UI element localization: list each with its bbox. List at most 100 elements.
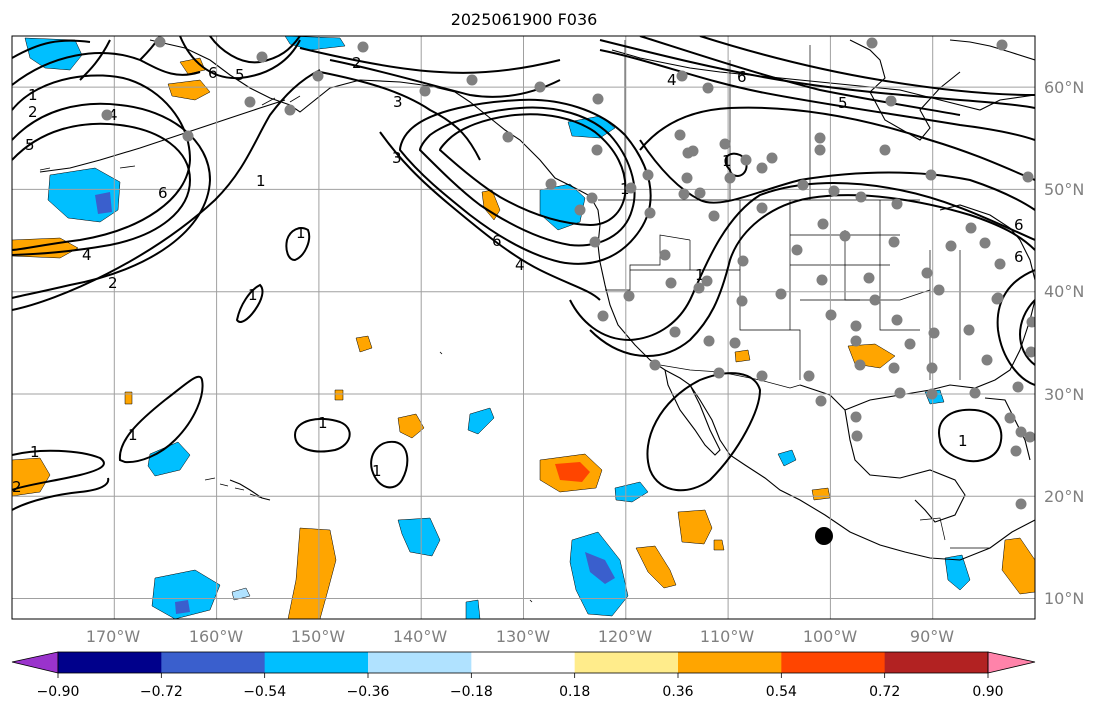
contour-label: 2	[28, 103, 38, 121]
contour-label: 1	[318, 414, 328, 432]
contour-label: 6	[492, 232, 502, 250]
station-marker	[1026, 316, 1035, 328]
colorbar-cell	[368, 652, 472, 673]
station-marker	[244, 96, 256, 108]
contour-label: 1	[28, 86, 38, 104]
contour-label: 4	[515, 256, 525, 274]
station-marker	[891, 198, 903, 210]
contour-label: 4	[82, 246, 92, 264]
colorbar-cell	[678, 652, 782, 673]
colorbar-cell	[884, 652, 989, 673]
station-marker	[885, 95, 897, 107]
shade-patch	[811, 487, 831, 501]
station-marker	[737, 255, 749, 267]
contour-label: 1	[958, 432, 968, 450]
shade-patch	[555, 462, 590, 482]
station-marker	[851, 430, 863, 442]
station-marker	[979, 237, 991, 249]
station-marker	[879, 144, 891, 156]
contour-label: 1	[695, 266, 705, 284]
station-marker	[708, 210, 720, 222]
colorbar: −0.90 −0.72 −0.54 −0.36 −0.18 0.18 0.36 0.54 0.7…	[11, 651, 1036, 700]
station-marker	[756, 202, 768, 214]
station-marker	[592, 93, 604, 105]
station-marker	[729, 337, 741, 349]
station-marker	[814, 132, 826, 144]
contour-label: 6	[1014, 216, 1024, 234]
station-marker	[969, 387, 981, 399]
longitude-labels: 170°W 160°W 150°W 140°W 130°W 120°W 110°…	[86, 627, 954, 646]
station-marker	[256, 51, 268, 63]
lon-label: 120°W	[598, 627, 653, 646]
shade-patch	[585, 552, 615, 584]
lat-label: 40°N	[1044, 282, 1084, 301]
station-marker	[597, 310, 609, 322]
station-marker	[855, 191, 867, 203]
station-marker	[926, 388, 938, 400]
lat-label: 60°N	[1044, 78, 1084, 97]
station-marker	[694, 187, 706, 199]
map-frame	[11, 35, 1036, 620]
colorbar-tick-label: 0.90	[972, 684, 1003, 700]
shade-patch	[287, 527, 337, 619]
station-marker	[736, 295, 748, 307]
station-marker	[534, 81, 546, 93]
station-marker	[894, 387, 906, 399]
station-marker	[803, 370, 815, 382]
station-marker	[926, 362, 938, 374]
station-marker	[284, 104, 296, 116]
station-marker	[625, 182, 637, 194]
station-marker	[1010, 445, 1022, 457]
station-marker	[996, 39, 1008, 51]
station-marker	[586, 192, 598, 204]
station-marker	[674, 129, 686, 141]
station-marker	[888, 236, 900, 248]
colorbar-tick-label: −0.72	[140, 684, 183, 700]
contour-labels: 1 2 4 5 6 2 5 6 2 3 3 1 6 4 4 6 5 6 4 2 …	[12, 54, 1024, 496]
shade-patch	[777, 449, 797, 467]
colorbar-tick-label: −0.90	[37, 684, 80, 700]
station-marker	[921, 267, 933, 279]
station-marker	[649, 359, 661, 371]
station-marker	[981, 354, 993, 366]
colorbar-cell	[264, 652, 369, 673]
station-marker	[850, 335, 862, 347]
contour-label: 4	[108, 106, 118, 124]
shade-patch	[175, 600, 190, 614]
station-marker	[863, 272, 875, 284]
station-marker	[891, 314, 903, 326]
shade-patch	[124, 391, 133, 405]
colorbar-cell	[471, 652, 576, 673]
colorbar-extend-high	[987, 651, 1036, 674]
contour-label: 5	[235, 66, 245, 84]
contour-label: 1	[372, 462, 382, 480]
contour-label: 6	[737, 68, 747, 86]
contour-label: 1	[128, 426, 138, 444]
contour-label: 1	[30, 443, 40, 461]
shade-patch	[1001, 537, 1035, 595]
station-marker	[869, 294, 881, 306]
station-marker	[1015, 426, 1027, 438]
station-marker	[182, 130, 194, 142]
station-marker	[791, 244, 803, 256]
station-marker	[850, 411, 862, 423]
lon-label: 130°W	[496, 627, 551, 646]
station-marker	[701, 275, 713, 287]
lon-label: 90°W	[910, 627, 954, 646]
station-marker	[676, 70, 688, 82]
contour-label: 5	[838, 94, 848, 112]
highlight-marker	[815, 527, 833, 545]
station-marker	[933, 284, 945, 296]
station-marker	[1022, 171, 1034, 183]
station-marker	[678, 188, 690, 200]
colorbar-tick-label: −0.36	[347, 684, 390, 700]
station-marker	[994, 258, 1006, 270]
station-markers	[101, 36, 1035, 510]
colorbar-tick-label: 0.36	[662, 684, 693, 700]
station-marker	[724, 172, 736, 184]
islands	[39, 95, 533, 603]
shade-patch	[465, 599, 481, 619]
colorbar-extend-low	[11, 651, 59, 674]
station-marker	[591, 144, 603, 156]
station-marker	[854, 359, 866, 371]
